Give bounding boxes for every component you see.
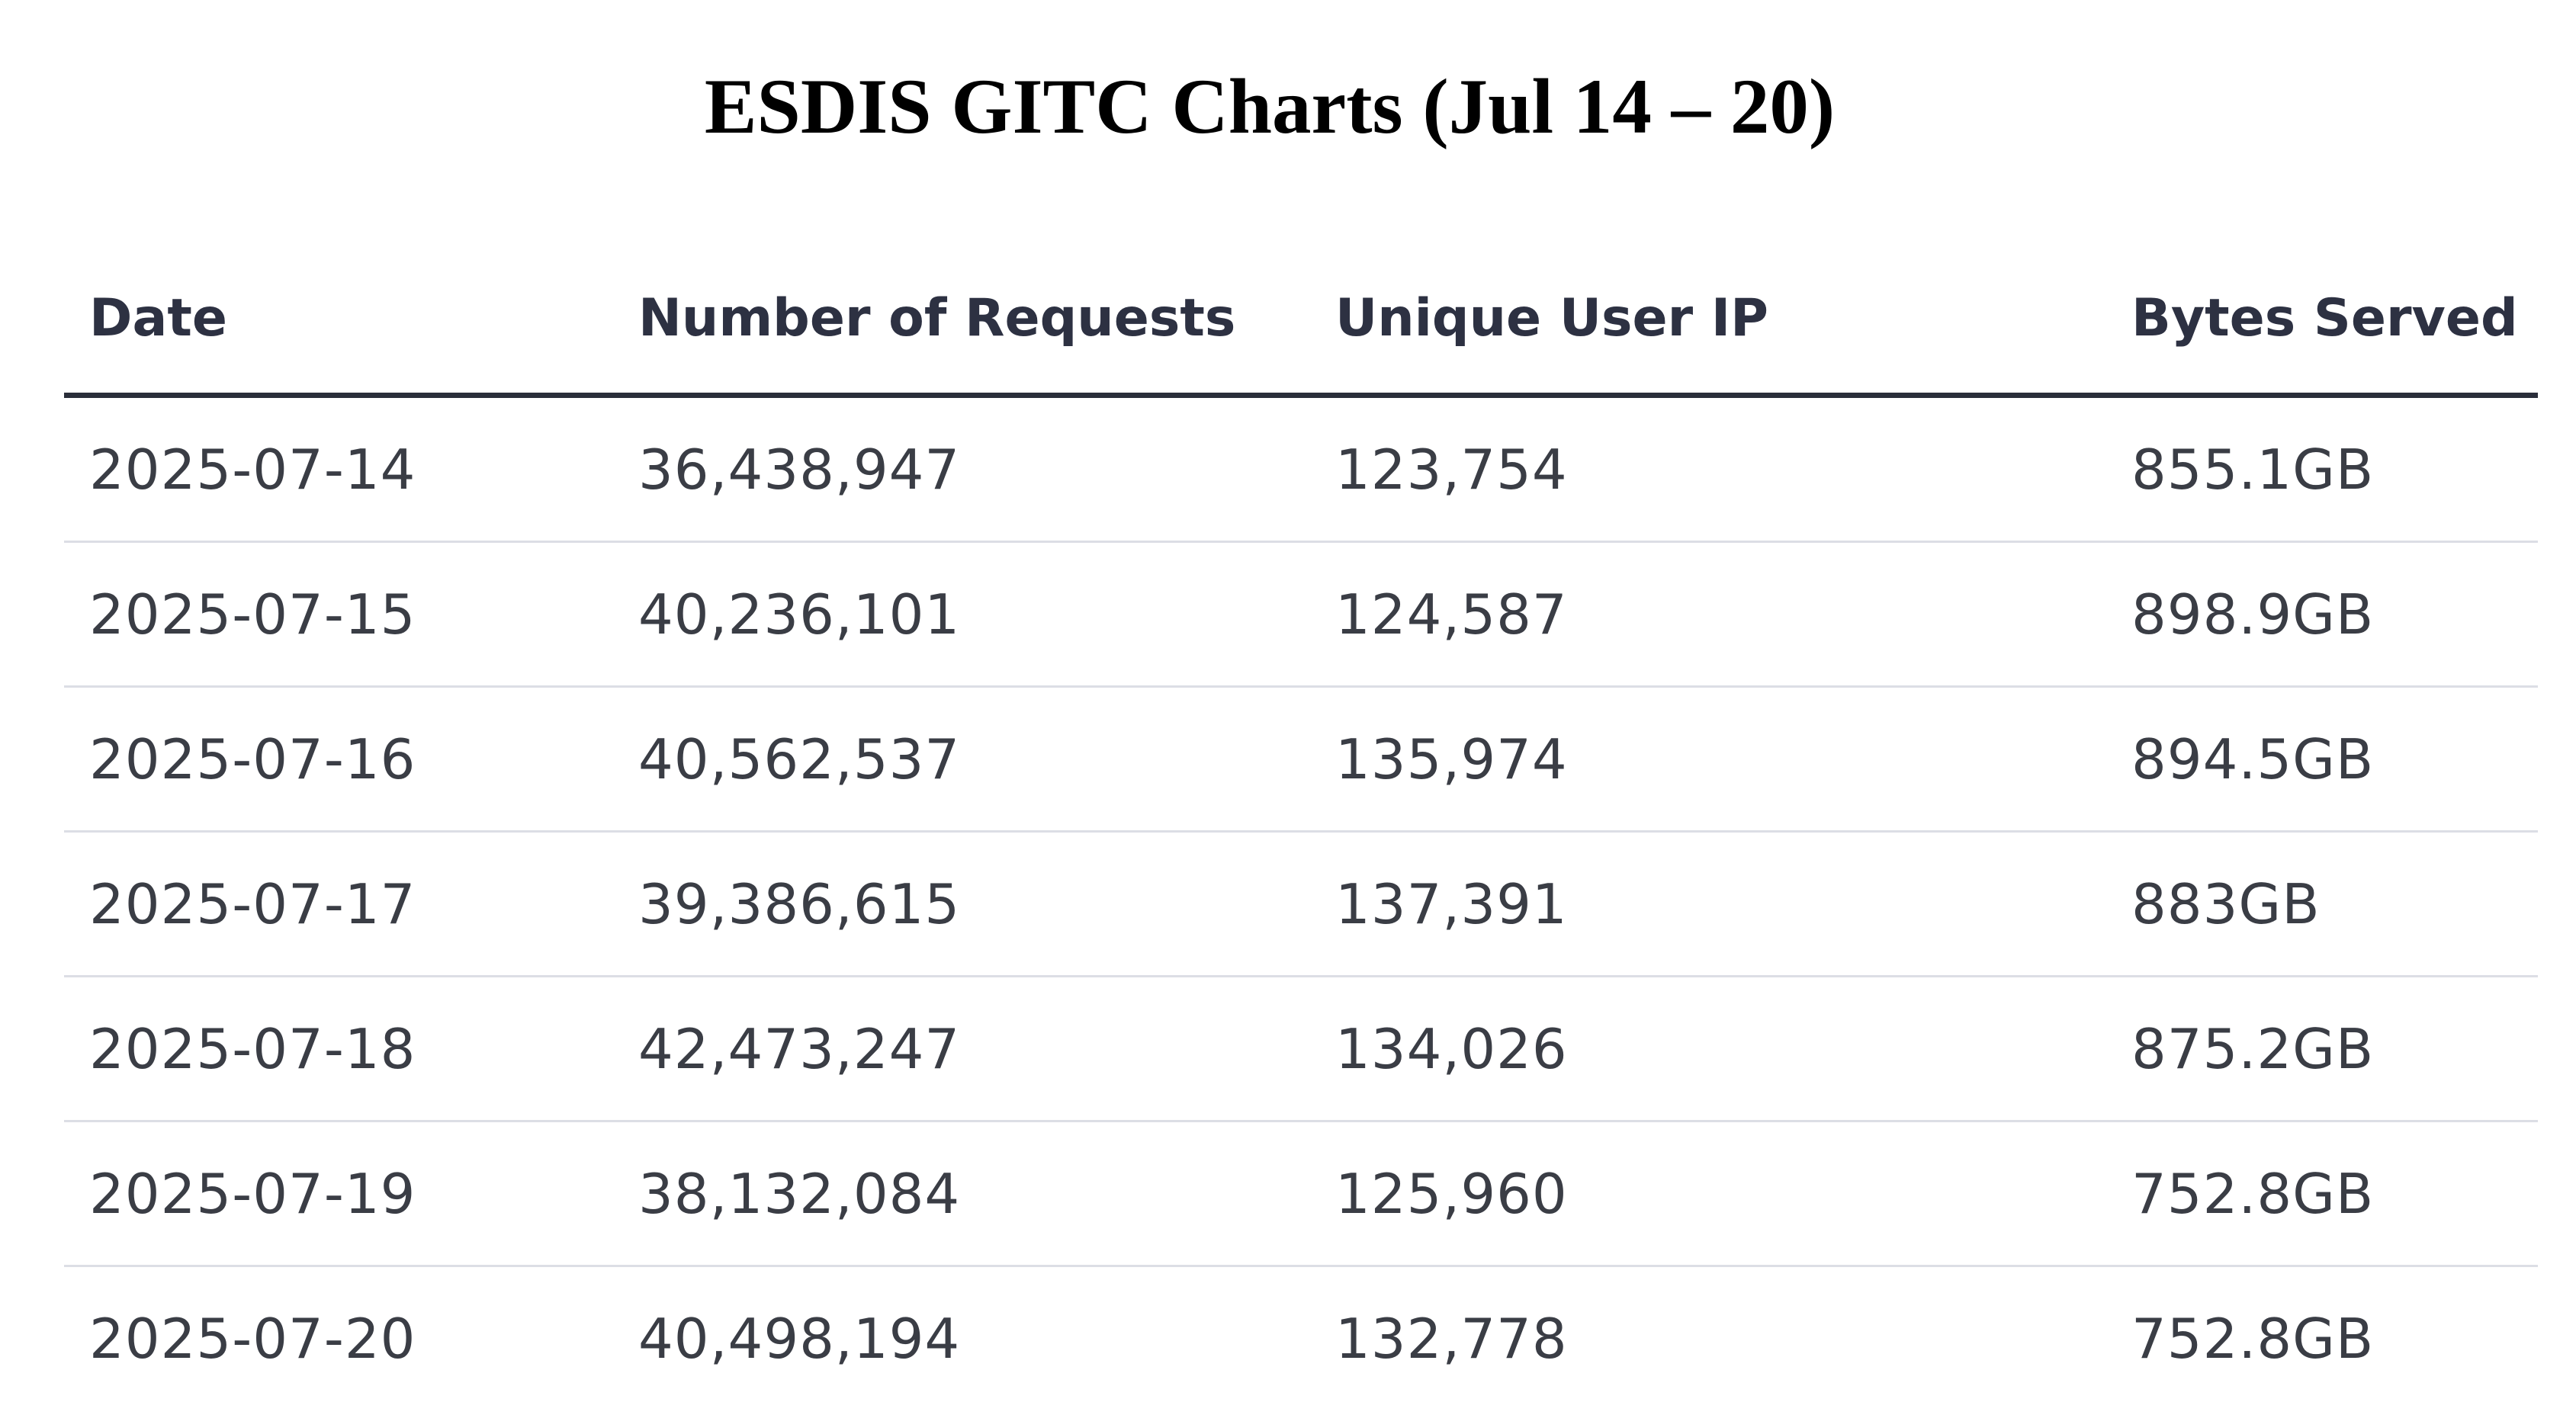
column-header-unique-ip: Unique User IP (1310, 244, 2106, 398)
cell-requests: 36,438,947 (613, 395, 1310, 543)
cell-bytes-served: 894.5GB (2106, 686, 2538, 833)
cell-unique-ip: 137,391 (1310, 831, 2106, 977)
cell-date: 2025-07-14 (64, 395, 613, 543)
cell-date: 2025-07-15 (64, 541, 613, 688)
column-header-date: Date (64, 244, 613, 398)
cell-requests: 42,473,247 (613, 976, 1310, 1122)
table-row: 2025-07-15 40,236,101 124,587 898.9GB (64, 541, 2538, 688)
cell-requests: 40,562,537 (613, 686, 1310, 833)
stats-table: Date Number of Requests Unique User IP B… (64, 244, 2538, 1410)
cell-unique-ip: 132,778 (1335, 1306, 1568, 1371)
cell-bytes-served: 883GB (2106, 831, 2538, 977)
cell-date: 2025-07-16 (64, 686, 613, 833)
table-row: 2025-07-14 36,438,947 123,754 855.1GB (64, 395, 2538, 543)
cell-bytes-served: 875.2GB (2106, 976, 2538, 1122)
table-row: 2025-07-19 38,132,084 125,960 752.8GB (64, 1121, 2538, 1267)
cell-requests: 38,132,084 (613, 1121, 1310, 1267)
cell-unique-ip: 124,587 (1310, 541, 2106, 688)
cell-date: 2025-07-20 (89, 1306, 416, 1371)
cell-unique-ip: 123,754 (1310, 395, 2106, 543)
table-row: 2025-07-16 40,562,537 135,974 894.5GB (64, 686, 2538, 833)
cell-bytes-served: 752.8GB (2106, 1121, 2538, 1267)
cell-unique-ip: 135,974 (1310, 686, 2106, 833)
table-row: 2025-07-20 40,498,194 132,778 752.8GB (64, 1266, 2538, 1410)
cell-bytes-served: 752.8GB (2131, 1306, 2375, 1371)
cell-date: 2025-07-19 (64, 1121, 613, 1267)
table-row: 2025-07-18 42,473,247 134,026 875.2GB (64, 976, 2538, 1122)
column-header-bytes-served: Bytes Served (2106, 244, 2538, 398)
cell-requests: 39,386,615 (613, 831, 1310, 977)
cell-date: 2025-07-18 (64, 976, 613, 1122)
table-row: 2025-07-17 39,386,615 137,391 883GB (64, 831, 2538, 977)
cell-unique-ip: 134,026 (1310, 976, 2106, 1122)
table-header-row: Date Number of Requests Unique User IP B… (64, 244, 2538, 398)
cell-requests: 40,236,101 (613, 541, 1310, 688)
cell-date: 2025-07-17 (64, 831, 613, 977)
cell-bytes-served: 898.9GB (2106, 541, 2538, 688)
page-title: ESDIS GITC Charts (Jul 14 – 20) (704, 63, 1836, 150)
cell-unique-ip: 125,960 (1310, 1121, 2106, 1267)
column-header-requests: Number of Requests (613, 244, 1310, 398)
cell-requests: 40,498,194 (638, 1306, 961, 1371)
cell-bytes-served: 855.1GB (2106, 395, 2538, 543)
